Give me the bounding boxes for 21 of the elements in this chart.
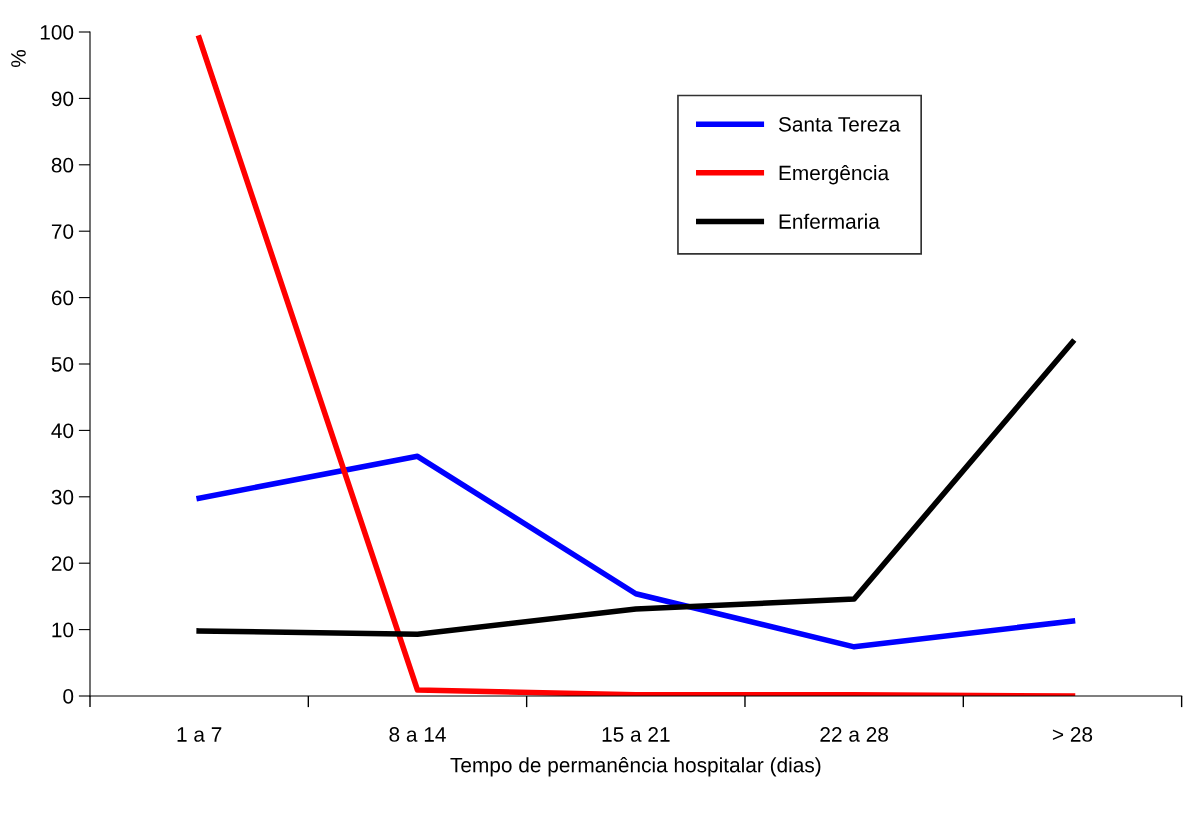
y-tick-label: 90 — [51, 91, 74, 107]
x-tick-label: 8 a 14 — [389, 727, 446, 742]
x-tick-label: > 28 — [1052, 727, 1093, 742]
y-axis-title: % — [11, 50, 26, 68]
y-tick-label: 50 — [51, 357, 74, 372]
x-tick-label: 15 a 21 — [602, 727, 670, 742]
legend-label: Santa Tereza — [778, 116, 901, 132]
x-axis-title: Tempo de permanência hospitalar (dias) — [450, 757, 821, 777]
x-tick-label: 1 a 7 — [177, 727, 222, 742]
legend-label: Enfermaria — [779, 213, 880, 229]
y-tick-label: 100 — [40, 25, 74, 40]
x-tick-label: 22 a 28 — [820, 727, 888, 742]
y-tick-label: 80 — [51, 157, 74, 173]
y-tick-label: 70 — [51, 224, 74, 239]
y-tick-label: 20 — [51, 556, 74, 571]
y-tick-label: 10 — [52, 622, 74, 638]
y-tick-label: 40 — [51, 423, 74, 439]
y-tick-label: 60 — [51, 290, 74, 306]
y-tick-label: 30 — [51, 489, 74, 505]
legend-label: Emergência — [779, 164, 890, 185]
y-tick-label: 0 — [63, 689, 74, 704]
